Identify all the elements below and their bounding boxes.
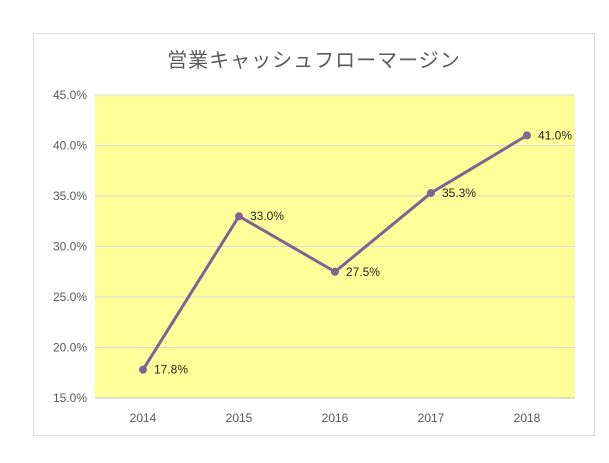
- data-point: [139, 365, 147, 374]
- x-tick-label: 2014: [130, 411, 157, 425]
- y-axis: 15.0% 20.0% 25.0% 30.0% 35.0% 40.0% 45.0%: [53, 88, 575, 405]
- y-tick-label: 15.0%: [53, 391, 87, 405]
- y-tick-label: 20.0%: [53, 341, 87, 355]
- chart-title: 営業キャッシュフローマージン: [167, 48, 461, 72]
- data-point: [235, 212, 243, 221]
- data-label: 41.0%: [538, 128, 572, 142]
- data-label: 33.0%: [250, 209, 284, 223]
- x-tick-label: 2018: [514, 411, 541, 425]
- y-tick-label: 40.0%: [53, 139, 87, 153]
- y-tick-label: 35.0%: [53, 189, 87, 203]
- x-tick-label: 2016: [322, 411, 349, 425]
- x-tick-label: 2015: [226, 411, 253, 425]
- data-label: 35.3%: [442, 186, 476, 200]
- data-label: 17.8%: [154, 363, 188, 377]
- data-point: [427, 188, 435, 197]
- data-point: [523, 131, 531, 140]
- data-labels: 17.8% 33.0% 27.5% 35.3% 41.0%: [154, 128, 572, 376]
- data-label: 27.5%: [346, 265, 380, 279]
- series-group: [139, 131, 531, 374]
- y-tick-label: 25.0%: [53, 290, 87, 304]
- y-tick-label: 30.0%: [53, 240, 87, 254]
- y-tick-label: 45.0%: [53, 88, 87, 102]
- x-tick-label: 2017: [418, 411, 445, 425]
- data-point: [331, 267, 339, 276]
- x-axis: 2014 2015 2016 2017 2018: [130, 411, 541, 425]
